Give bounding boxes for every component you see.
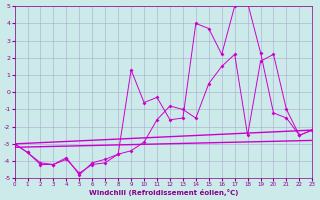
X-axis label: Windchill (Refroidissement éolien,°C): Windchill (Refroidissement éolien,°C) bbox=[89, 189, 238, 196]
